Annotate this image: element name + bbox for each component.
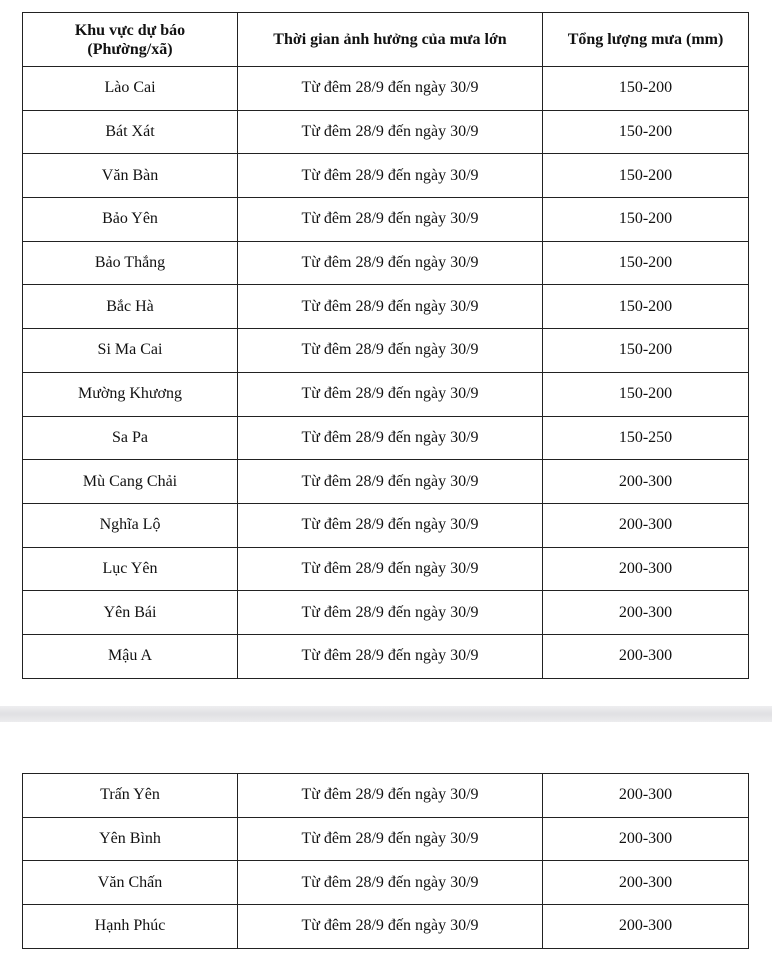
cell-area: Bát Xát <box>22 109 238 155</box>
cell-area: Si Ma Cai <box>22 328 238 373</box>
cell-total: 200-300 <box>542 633 749 679</box>
cell-total: 200-300 <box>542 773 749 818</box>
header-total: Tổng lượng mưa (mm) <box>542 12 749 67</box>
cell-total: 200-300 <box>542 860 749 906</box>
cell-total: 150-200 <box>542 240 749 286</box>
cell-time: Từ đêm 28/9 đến ngày 30/9 <box>237 546 543 592</box>
cell-total: 200-300 <box>542 502 749 548</box>
cell-time: Từ đêm 28/9 đến ngày 30/9 <box>237 109 543 155</box>
cell-total: 200-300 <box>542 904 749 949</box>
cell-area: Hạnh Phúc <box>22 904 238 949</box>
table-row: Yên Bình Từ đêm 28/9 đến ngày 30/9 200-300 <box>22 816 749 862</box>
cell-time: Từ đêm 28/9 đến ngày 30/9 <box>237 328 543 373</box>
cell-area: Bảo Yên <box>22 197 238 242</box>
page-separator <box>0 706 772 722</box>
table-row: Mù Cang Chải Từ đêm 28/9 đến ngày 30/9 200… <box>22 459 749 504</box>
table-row: Văn Bàn Từ đêm 28/9 đến ngày 30/9 150-200 <box>22 153 749 199</box>
cell-total: 150-200 <box>542 153 749 199</box>
table-row: Mậu A Từ đêm 28/9 đến ngày 30/9 200-300 <box>22 633 749 679</box>
cell-area: Bảo Thắng <box>22 240 238 286</box>
cell-area: Mù Cang Chải <box>22 459 238 504</box>
cell-total: 200-300 <box>542 546 749 592</box>
table-row: Trấn Yên Từ đêm 28/9 đến ngày 30/9 200-300 <box>22 773 749 818</box>
table-row: Mường Khương Từ đêm 28/9 đến ngày 30/9 150… <box>22 371 749 417</box>
header-area: Khu vực dự báo (Phường/xã) <box>22 12 238 67</box>
cell-area: Yên Bình <box>22 816 238 862</box>
table-row: Sa Pa Từ đêm 28/9 đến ngày 30/9 150-250 <box>22 415 749 461</box>
cell-area: Bắc Hà <box>22 284 238 330</box>
table-row: Nghĩa Lộ Từ đêm 28/9 đến ngày 30/9 200-300 <box>22 502 749 548</box>
rainfall-table-part-2: Trấn Yên Từ đêm 28/9 đến ngày 30/9 200-300… <box>22 773 749 949</box>
cell-total: 150-200 <box>542 284 749 330</box>
table-row: Hạnh Phúc Từ đêm 28/9 đến ngày 30/9 200-30… <box>22 904 749 949</box>
cell-total: 150-200 <box>542 328 749 373</box>
cell-time: Từ đêm 28/9 đến ngày 30/9 <box>237 860 543 906</box>
cell-area: Trấn Yên <box>22 773 238 818</box>
cell-area: Yên Bái <box>22 590 238 635</box>
table-row: Văn Chấn Từ đêm 28/9 đến ngày 30/9 200-300 <box>22 860 749 906</box>
table-row: Bát Xát Từ đêm 28/9 đến ngày 30/9 150-200 <box>22 109 749 155</box>
header-area-label: Khu vực dự báo <box>74 21 186 39</box>
cell-total: 200-300 <box>542 459 749 504</box>
cell-time: Từ đêm 28/9 đến ngày 30/9 <box>237 415 543 461</box>
cell-area: Văn Bàn <box>22 153 238 199</box>
cell-total: 150-200 <box>542 371 749 417</box>
table-row: Lào Cai Từ đêm 28/9 đến ngày 30/9 150-200 <box>22 66 749 111</box>
cell-area: Văn Chấn <box>22 860 238 906</box>
cell-time: Từ đêm 28/9 đến ngày 30/9 <box>237 773 543 818</box>
table-row: Bảo Yên Từ đêm 28/9 đến ngày 30/9 150-200 <box>22 197 749 242</box>
cell-time: Từ đêm 28/9 đến ngày 30/9 <box>237 502 543 548</box>
cell-time: Từ đêm 28/9 đến ngày 30/9 <box>237 66 543 111</box>
cell-time: Từ đêm 28/9 đến ngày 30/9 <box>237 904 543 949</box>
rainfall-table-part-1: Khu vực dự báo (Phường/xã) Thời gian ảnh … <box>22 12 749 679</box>
cell-area: Sa Pa <box>22 415 238 461</box>
table-row: Bắc Hà Từ đêm 28/9 đến ngày 30/9 150-200 <box>22 284 749 330</box>
cell-time: Từ đêm 28/9 đến ngày 30/9 <box>237 240 543 286</box>
cell-total: 200-300 <box>542 816 749 862</box>
cell-total: 150-250 <box>542 415 749 461</box>
cell-area: Mậu A <box>22 633 238 679</box>
cell-time: Từ đêm 28/9 đến ngày 30/9 <box>237 633 543 679</box>
cell-area: Lục Yên <box>22 546 238 592</box>
cell-time: Từ đêm 28/9 đến ngày 30/9 <box>237 816 543 862</box>
cell-time: Từ đêm 28/9 đến ngày 30/9 <box>237 590 543 635</box>
table-row: Lục Yên Từ đêm 28/9 đến ngày 30/9 200-300 <box>22 546 749 592</box>
cell-total: 150-200 <box>542 66 749 111</box>
cell-area: Nghĩa Lộ <box>22 502 238 548</box>
cell-time: Từ đêm 28/9 đến ngày 30/9 <box>237 284 543 330</box>
cell-total: 200-300 <box>542 590 749 635</box>
cell-total: 150-200 <box>542 109 749 155</box>
table-row: Si Ma Cai Từ đêm 28/9 đến ngày 30/9 150-20… <box>22 328 749 373</box>
header-area-sublabel: (Phường/xã) <box>87 40 173 58</box>
table-row: Bảo Thắng Từ đêm 28/9 đến ngày 30/9 150-20… <box>22 240 749 286</box>
cell-time: Từ đêm 28/9 đến ngày 30/9 <box>237 459 543 504</box>
header-time: Thời gian ảnh hưởng của mưa lớn <box>237 12 543 67</box>
cell-area: Mường Khương <box>22 371 238 417</box>
cell-time: Từ đêm 28/9 đến ngày 30/9 <box>237 197 543 242</box>
cell-time: Từ đêm 28/9 đến ngày 30/9 <box>237 153 543 199</box>
table-row: Yên Bái Từ đêm 28/9 đến ngày 30/9 200-300 <box>22 590 749 635</box>
header-row: Khu vực dự báo (Phường/xã) Thời gian ảnh … <box>22 12 749 67</box>
cell-time: Từ đêm 28/9 đến ngày 30/9 <box>237 371 543 417</box>
cell-total: 150-200 <box>542 197 749 242</box>
cell-area: Lào Cai <box>22 66 238 111</box>
